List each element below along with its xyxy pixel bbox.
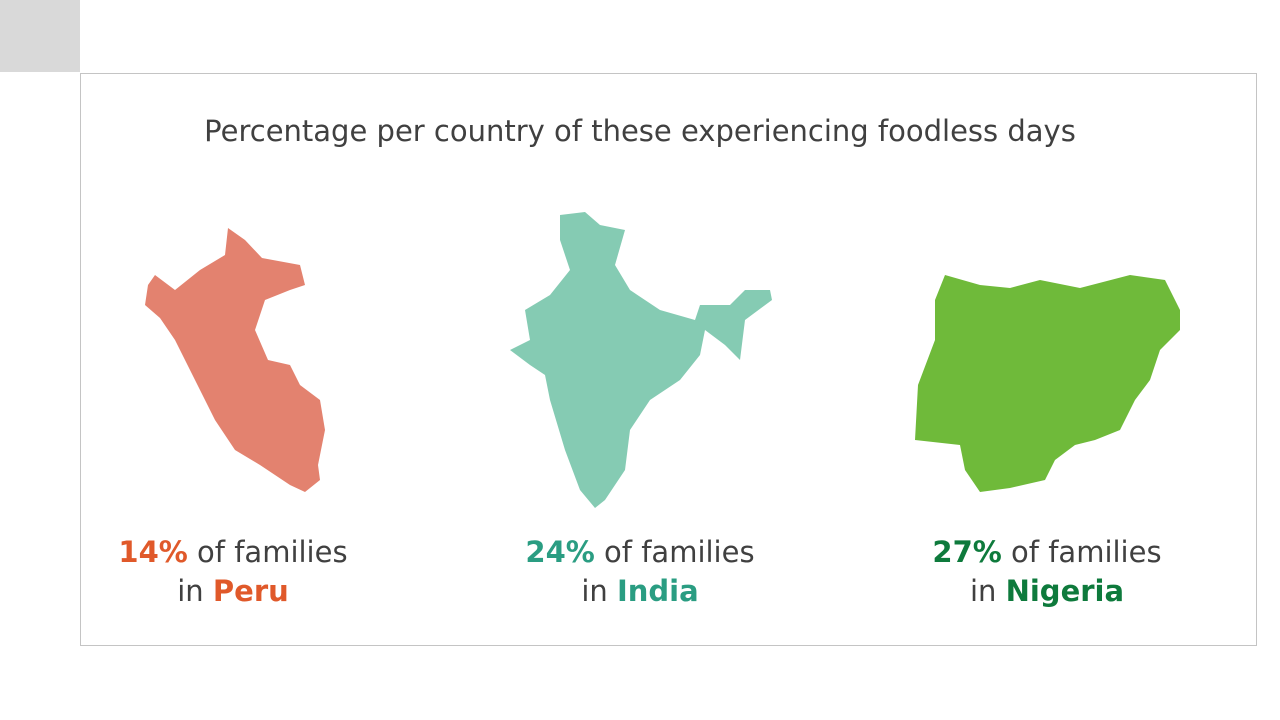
percent: 14% bbox=[118, 535, 188, 569]
label-text: of families bbox=[197, 535, 348, 569]
label-text: of families bbox=[1011, 535, 1162, 569]
percent: 27% bbox=[932, 535, 1002, 569]
country: Nigeria bbox=[1005, 574, 1125, 608]
title: Percentage per country of these experien… bbox=[204, 114, 1076, 148]
slide-frame bbox=[80, 73, 1257, 646]
nigeria-map bbox=[915, 275, 1180, 492]
india-label: 24% of families in India bbox=[440, 533, 840, 611]
india-map bbox=[510, 212, 772, 508]
corner-block bbox=[0, 0, 80, 72]
country: Peru bbox=[212, 574, 289, 608]
label-text: of families bbox=[604, 535, 755, 569]
nigeria-label: 27% of families in Nigeria bbox=[847, 533, 1247, 611]
country: India bbox=[616, 574, 699, 608]
percent: 24% bbox=[525, 535, 595, 569]
peru-map bbox=[145, 228, 325, 492]
label-prefix: in bbox=[177, 574, 204, 608]
label-prefix: in bbox=[969, 574, 997, 608]
peru-label: 14% of families in Peru bbox=[33, 533, 433, 611]
label-prefix: in bbox=[581, 574, 608, 608]
